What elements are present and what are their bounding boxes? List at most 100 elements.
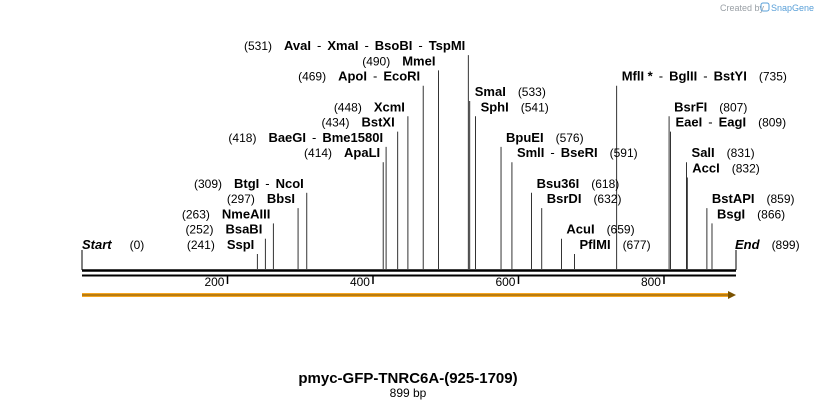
snapgene-credit: Created by SnapGene: [720, 2, 814, 13]
enzyme-name: BbsI: [267, 191, 295, 206]
site-position: (659): [607, 223, 635, 237]
axis-tick-label: 800: [641, 275, 661, 289]
site-position: (531): [244, 39, 272, 53]
enzyme-name: SmlI: [517, 145, 544, 160]
enzyme-name: BsaBI: [225, 222, 262, 237]
site-position: (831): [727, 146, 755, 160]
site-sphi: SphI (541): [481, 99, 549, 114]
site-bpuei: BpuEI (576): [506, 130, 584, 145]
site-sspi: (241) SspI: [187, 237, 254, 252]
site-nmeaiii: (263) NmeAIII: [182, 206, 270, 221]
enzyme-name: SspI: [227, 237, 254, 252]
enzyme-name: EagI: [719, 115, 746, 130]
site-position: (591): [610, 146, 638, 160]
site-position: (469): [298, 70, 326, 84]
site-bsrfi: BsrFI (807): [674, 99, 747, 114]
name-separator: -: [708, 115, 712, 130]
site-apali: (414) ApaLI: [304, 145, 380, 160]
site-position: (309): [194, 177, 222, 191]
enzyme-name: SphI: [481, 99, 509, 114]
name-separator: -: [659, 69, 663, 84]
site-position: (807): [719, 100, 747, 114]
site-position: (297): [227, 192, 255, 206]
map-length: 899 bp: [390, 386, 427, 400]
site-sali: SalI (831): [692, 145, 755, 160]
site-acci: AccI (832): [692, 161, 759, 176]
sequence-backbone: [81, 250, 737, 277]
name-separator: -: [373, 69, 377, 84]
site-position: (618): [591, 177, 619, 191]
enzyme-name: NmeAIII: [222, 206, 270, 221]
site-smai: SmaI (533): [475, 84, 546, 99]
site-position: (809): [758, 116, 786, 130]
enzyme-name: BpuEI: [506, 130, 544, 145]
site-position: (241): [187, 238, 215, 252]
enzyme-name: BseRI: [561, 145, 598, 160]
site-position: (866): [757, 207, 785, 221]
name-separator: -: [364, 38, 368, 53]
site-bstxi: (434) BstXI: [321, 115, 394, 130]
enzyme-name: EcoRI: [383, 69, 420, 84]
site-position: (735): [759, 70, 787, 84]
site-acui: AcuI (659): [566, 222, 634, 237]
site-bbsi: (297) BbsI: [227, 191, 295, 206]
site-mmei: (490) MmeI: [362, 53, 435, 68]
enzyme-name: MflI *: [622, 69, 654, 84]
site-bsu36i: Bsu36I (618): [537, 176, 620, 191]
enzyme-name: XcmI: [374, 99, 405, 114]
enzyme-name: ApaLI: [344, 145, 380, 160]
enzyme-name: BstYI: [714, 69, 747, 84]
site-baegi: (418) BaeGI - Bme1580I: [228, 130, 383, 145]
enzyme-name: BsoBI: [375, 38, 413, 53]
site-bsrdi: BsrDI (632): [547, 191, 622, 206]
site-position: (677): [623, 238, 651, 252]
site-eaei: EaeI - EagI (809): [676, 115, 787, 130]
name-separator: -: [550, 145, 554, 160]
credit-brand: SnapGene: [771, 3, 814, 13]
site-position: (859): [767, 192, 795, 206]
feature-track: [82, 291, 736, 299]
feature-orf-arrowhead: [728, 291, 736, 299]
enzyme-name: XmaI: [327, 38, 358, 53]
enzyme-name: TspMI: [429, 38, 466, 53]
axis-ticks: 200 400 600 800: [204, 275, 665, 289]
cut-site-leaders: [256, 55, 713, 269]
name-separator: -: [265, 176, 269, 191]
enzyme-name: EaeI: [676, 115, 703, 130]
enzyme-name: MmeI: [402, 53, 435, 68]
site-bstapi: BstAPI (859): [712, 191, 795, 206]
site-position: (263): [182, 207, 210, 221]
site-position: (414): [304, 146, 332, 160]
enzyme-name: BtgI: [234, 176, 259, 191]
site-apoi: (469) ApoI - EcoRI: [298, 69, 420, 84]
enzyme-name: AvaI: [284, 38, 311, 53]
enzyme-name: SalI: [692, 145, 715, 160]
enzyme-name: ApoI: [338, 69, 367, 84]
enzyme-name: BaeGI: [268, 130, 306, 145]
site-position: (490): [362, 54, 390, 68]
map-title: pmyc-GFP-TNRC6A-(925-1709): [298, 370, 517, 387]
enzyme-name: BstXI: [361, 115, 394, 130]
enzyme-name: Start: [82, 237, 112, 252]
enzyme-name: BstAPI: [712, 191, 755, 206]
enzyme-name: AcuI: [566, 222, 594, 237]
site-smli: SmlI - BseRI (591): [517, 145, 638, 160]
site-start: Start (0): [82, 237, 144, 252]
site-position: (533): [518, 85, 546, 99]
name-separator: -: [703, 69, 707, 84]
enzyme-name: BsrFI: [674, 99, 707, 114]
site-position: (632): [593, 192, 621, 206]
site-position: (899): [772, 238, 800, 252]
site-pflmi: PflMI (677): [580, 237, 651, 252]
name-separator: -: [418, 38, 422, 53]
site-position: (434): [321, 116, 349, 130]
map-title-block: pmyc-GFP-TNRC6A-(925-1709) 899 bp: [298, 370, 517, 400]
site-position: (448): [334, 100, 362, 114]
enzyme-name: BsgI: [717, 206, 745, 221]
enzyme-name: SmaI: [475, 84, 506, 99]
site-bsabi: (252) BsaBI: [185, 222, 262, 237]
axis-tick-label: 200: [204, 275, 224, 289]
site-position: (576): [556, 131, 584, 145]
site-position: (252): [185, 223, 213, 237]
